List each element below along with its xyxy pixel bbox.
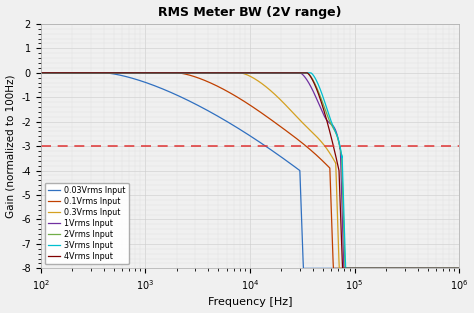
4Vrms Input: [59, 71, 64, 75]
4Vrms Input: [456, 266, 462, 270]
4Vrms Input: [304, 71, 310, 75]
4Vrms Input: [340, 266, 346, 270]
Line: 4Vrms Input: 4Vrms Input: [41, 73, 459, 268]
Legend: 0.03Vrms Input, 0.1Vrms Input, 0.3Vrms Input, 1Vrms Input, 2Vrms Input, 3Vrms In: 0.03Vrms Input, 0.1Vrms Input, 0.3Vrms I…: [45, 183, 128, 264]
0.1Vrms Input: [59, 71, 64, 75]
4Vrms Input: [371, 266, 376, 270]
2Vrms Input: [348, 266, 354, 270]
Line: 0.1Vrms Input: 0.1Vrms Input: [41, 73, 459, 268]
2Vrms Input: [59, 71, 64, 75]
3Vrms Input: [343, 266, 348, 270]
0.03Vrms Input: [38, 71, 44, 75]
0.3Vrms Input: [348, 266, 354, 270]
3Vrms Input: [189, 71, 195, 75]
3Vrms Input: [38, 71, 44, 75]
0.03Vrms Input: [371, 266, 376, 270]
2Vrms Input: [371, 266, 376, 270]
0.3Vrms Input: [285, 106, 291, 110]
Y-axis label: Gain (normalized to 100Hz): Gain (normalized to 100Hz): [6, 74, 16, 218]
X-axis label: Frequency [Hz]: Frequency [Hz]: [208, 297, 292, 307]
0.1Vrms Input: [189, 74, 195, 78]
4Vrms Input: [38, 71, 44, 75]
0.3Vrms Input: [189, 71, 195, 75]
Line: 2Vrms Input: 2Vrms Input: [41, 73, 459, 268]
0.03Vrms Input: [348, 266, 354, 270]
4Vrms Input: [285, 71, 291, 75]
0.03Vrms Input: [59, 71, 64, 75]
1Vrms Input: [285, 71, 291, 75]
3Vrms Input: [285, 71, 291, 75]
0.3Vrms Input: [38, 71, 44, 75]
0.3Vrms Input: [59, 71, 64, 75]
2Vrms Input: [304, 71, 310, 75]
4Vrms Input: [348, 266, 354, 270]
0.3Vrms Input: [456, 266, 462, 270]
1Vrms Input: [348, 266, 354, 270]
0.03Vrms Input: [304, 266, 310, 270]
Line: 1Vrms Input: 1Vrms Input: [41, 73, 459, 268]
1Vrms Input: [456, 266, 462, 270]
3Vrms Input: [348, 266, 354, 270]
0.1Vrms Input: [456, 266, 462, 270]
0.03Vrms Input: [301, 266, 306, 270]
1Vrms Input: [341, 266, 346, 270]
0.3Vrms Input: [304, 125, 310, 129]
0.1Vrms Input: [285, 131, 291, 134]
0.1Vrms Input: [304, 145, 310, 148]
3Vrms Input: [371, 266, 376, 270]
0.03Vrms Input: [285, 160, 291, 164]
2Vrms Input: [342, 266, 348, 270]
2Vrms Input: [38, 71, 44, 75]
0.3Vrms Input: [371, 266, 376, 270]
0.1Vrms Input: [371, 266, 376, 270]
0.03Vrms Input: [456, 266, 462, 270]
2Vrms Input: [189, 71, 195, 75]
0.3Vrms Input: [337, 266, 342, 270]
0.1Vrms Input: [330, 266, 336, 270]
1Vrms Input: [59, 71, 64, 75]
4Vrms Input: [189, 71, 195, 75]
2Vrms Input: [285, 71, 291, 75]
Title: RMS Meter BW (2V range): RMS Meter BW (2V range): [158, 6, 342, 18]
0.1Vrms Input: [348, 266, 354, 270]
1Vrms Input: [371, 266, 376, 270]
1Vrms Input: [304, 78, 310, 81]
0.03Vrms Input: [189, 100, 195, 104]
Line: 3Vrms Input: 3Vrms Input: [41, 73, 459, 268]
Line: 0.3Vrms Input: 0.3Vrms Input: [41, 73, 459, 268]
1Vrms Input: [38, 71, 44, 75]
3Vrms Input: [456, 266, 462, 270]
Line: 0.03Vrms Input: 0.03Vrms Input: [41, 73, 459, 268]
0.1Vrms Input: [38, 71, 44, 75]
1Vrms Input: [189, 71, 195, 75]
3Vrms Input: [304, 71, 310, 75]
2Vrms Input: [456, 266, 462, 270]
3Vrms Input: [59, 71, 64, 75]
